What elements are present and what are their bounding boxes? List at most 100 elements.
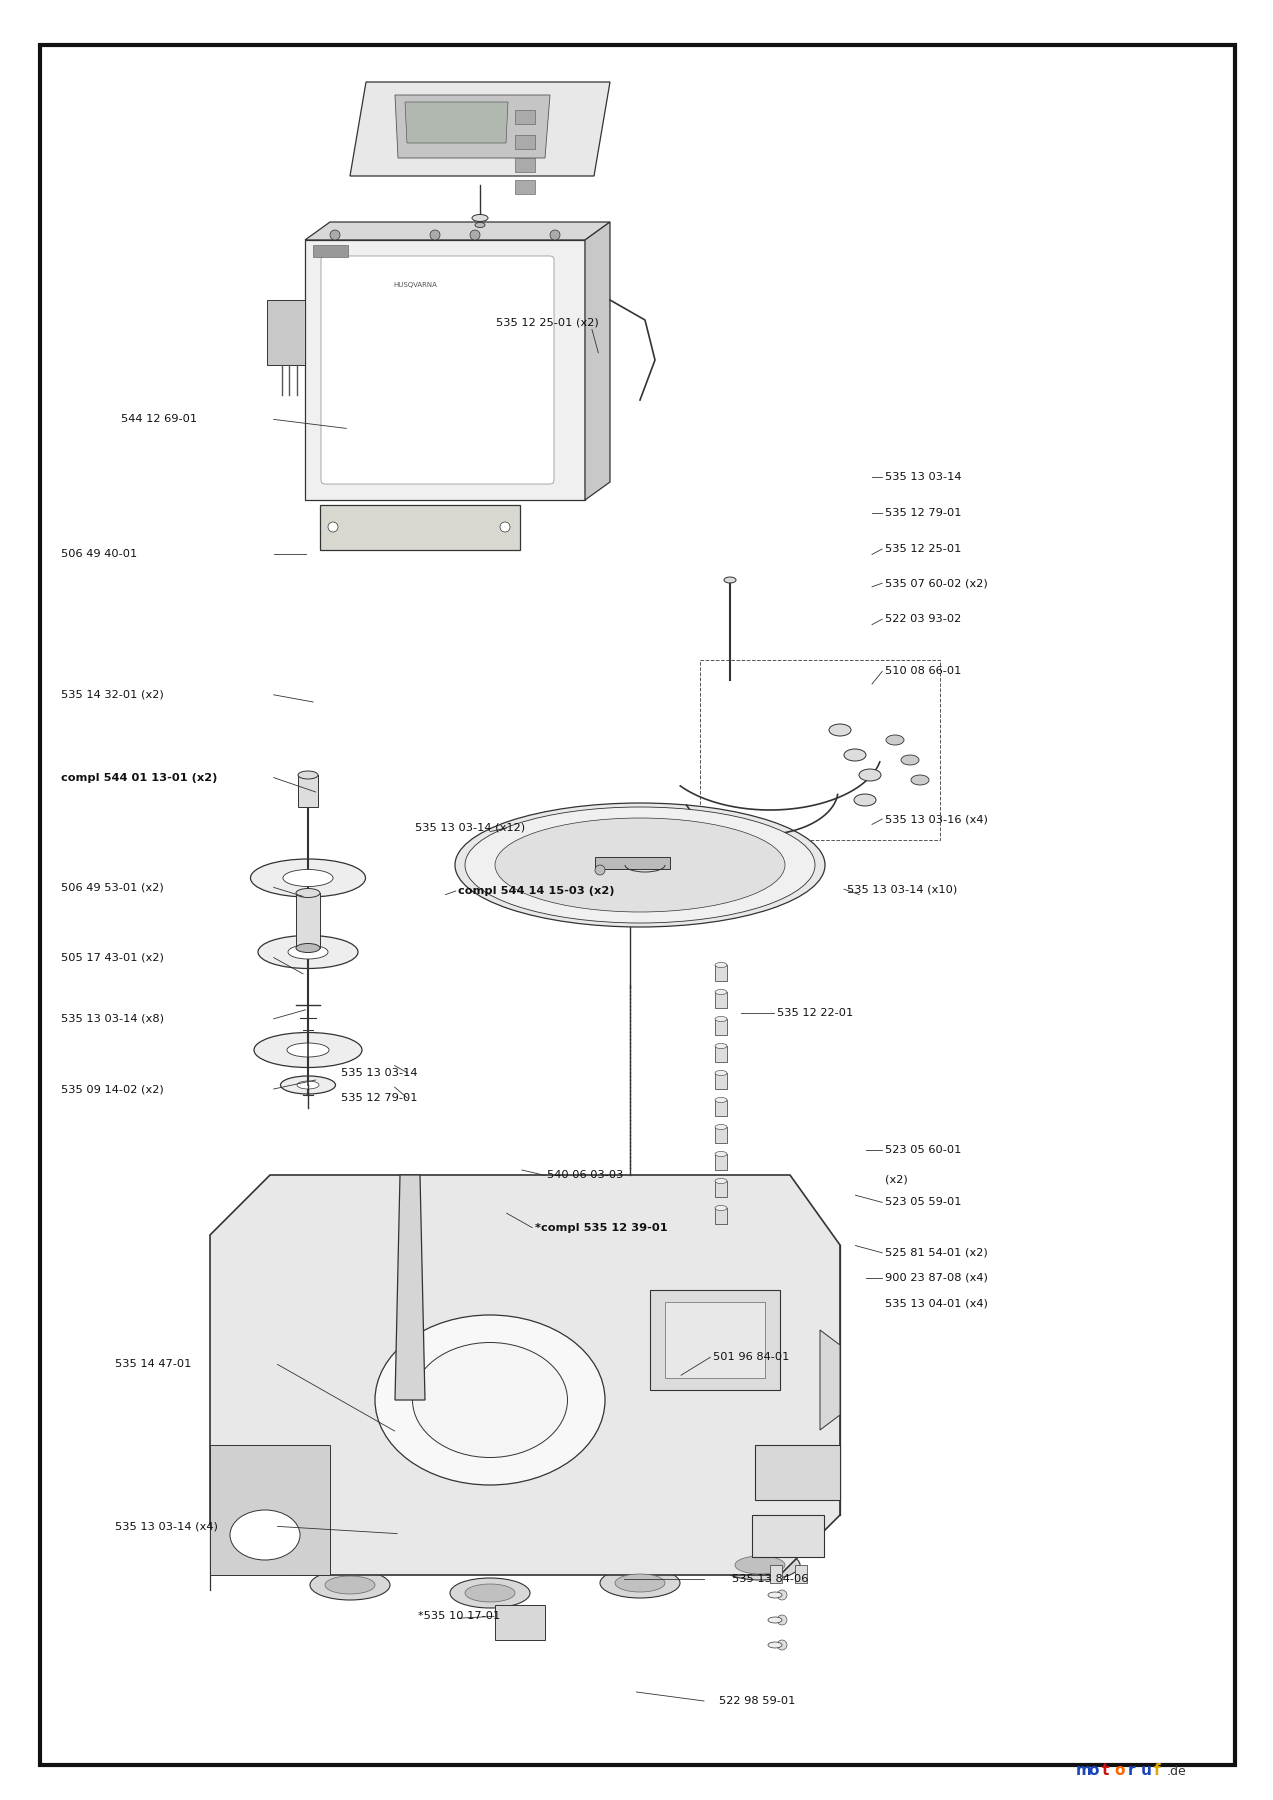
Bar [495,1606,545,1640]
Text: 505 17 43-01 (x2): 505 17 43-01 (x2) [61,952,164,963]
Bar [516,180,535,194]
Ellipse shape [724,578,736,583]
Ellipse shape [859,769,881,781]
Polygon shape [210,1175,840,1575]
Ellipse shape [715,1017,727,1022]
Polygon shape [350,83,610,176]
Circle shape [330,230,340,239]
Ellipse shape [297,1082,320,1089]
Text: (x2): (x2) [885,1174,908,1184]
Text: 535 13 03-16 (x4): 535 13 03-16 (x4) [885,814,988,824]
Bar [516,158,535,173]
Text: o: o [1088,1764,1099,1778]
Bar [700,661,939,841]
Bar [665,1301,765,1379]
Ellipse shape [715,1206,727,1210]
Polygon shape [594,857,670,869]
Ellipse shape [615,1573,665,1591]
Text: 535 14 32-01 (x2): 535 14 32-01 (x2) [61,689,164,700]
Ellipse shape [715,1125,727,1130]
Ellipse shape [715,990,727,994]
Polygon shape [395,1175,425,1400]
Ellipse shape [715,1152,727,1157]
Text: u: u [1141,1764,1152,1778]
Ellipse shape [495,817,785,913]
Text: 525 81 54-01 (x2): 525 81 54-01 (x2) [885,1247,988,1258]
Text: f: f [1153,1764,1160,1778]
Ellipse shape [465,806,815,923]
Ellipse shape [286,1042,328,1057]
Text: 535 12 22-01: 535 12 22-01 [777,1008,853,1019]
Bar [715,1100,727,1116]
Bar [715,992,727,1008]
Bar [715,1208,727,1224]
Ellipse shape [472,214,488,221]
Text: o: o [1115,1764,1125,1778]
Bar [715,1073,727,1089]
Text: 522 98 59-01: 522 98 59-01 [719,1696,796,1706]
Bar [297,893,320,949]
Polygon shape [306,239,586,500]
Text: 535 13 03-14 (x10): 535 13 03-14 (x10) [847,884,957,895]
Polygon shape [405,103,508,142]
Bar [516,135,535,149]
Text: 535 13 03-14 (x12): 535 13 03-14 (x12) [415,823,526,833]
Ellipse shape [258,936,358,968]
Ellipse shape [715,1071,727,1075]
Ellipse shape [311,1570,390,1600]
Ellipse shape [768,1591,782,1598]
Text: 523 05 60-01: 523 05 60-01 [885,1145,961,1156]
Ellipse shape [376,1316,605,1485]
Bar [715,1127,727,1143]
Ellipse shape [600,1568,680,1598]
Text: *535 10 17-01: *535 10 17-01 [418,1611,500,1622]
Text: 535 12 79-01: 535 12 79-01 [885,508,961,518]
Bar [651,1291,780,1390]
Text: 535 14 47-01: 535 14 47-01 [115,1359,191,1370]
Bar [755,1445,840,1499]
Polygon shape [395,95,550,158]
Text: 540 06 03-03: 540 06 03-03 [547,1170,624,1181]
Ellipse shape [768,1642,782,1649]
Text: 510 08 66-01: 510 08 66-01 [885,666,961,677]
Text: 506 49 40-01: 506 49 40-01 [61,549,137,560]
Ellipse shape [844,749,866,761]
Text: 535 12 25-01: 535 12 25-01 [885,544,961,554]
Text: .de: .de [1166,1766,1186,1778]
Ellipse shape [901,754,919,765]
Text: compl 544 01 13-01 (x2): compl 544 01 13-01 (x2) [61,772,218,783]
Bar [770,1564,782,1582]
Text: 506 49 53-01 (x2): 506 49 53-01 (x2) [61,882,164,893]
Ellipse shape [412,1343,568,1458]
Circle shape [777,1640,787,1651]
Bar [715,965,727,981]
Ellipse shape [325,1577,376,1595]
Bar [715,1046,727,1062]
Ellipse shape [715,1179,727,1184]
Ellipse shape [465,1584,516,1602]
Text: t: t [1101,1764,1109,1778]
Text: 535 12 79-01: 535 12 79-01 [341,1093,418,1103]
Ellipse shape [735,1555,785,1573]
Text: HUSQVARNA: HUSQVARNA [393,283,437,288]
Bar [715,1154,727,1170]
Ellipse shape [297,943,320,952]
Ellipse shape [283,869,334,887]
Ellipse shape [886,734,904,745]
Bar [715,1019,727,1035]
Circle shape [328,522,339,533]
Ellipse shape [288,945,328,959]
Bar [267,301,306,365]
Text: 523 05 59-01: 523 05 59-01 [885,1197,961,1208]
Text: 900 23 87-08 (x4): 900 23 87-08 (x4) [885,1273,988,1283]
Polygon shape [586,221,610,500]
Text: 535 07 60-02 (x2): 535 07 60-02 (x2) [885,578,988,589]
Ellipse shape [475,223,485,227]
Bar [320,506,519,551]
Ellipse shape [230,1510,300,1561]
Text: 535 12 25-01 (x2): 535 12 25-01 (x2) [496,317,598,328]
Text: 535 09 14-02 (x2): 535 09 14-02 (x2) [61,1084,164,1094]
Text: 535 13 03-14: 535 13 03-14 [341,1067,418,1078]
Ellipse shape [715,1098,727,1102]
Circle shape [594,866,605,875]
